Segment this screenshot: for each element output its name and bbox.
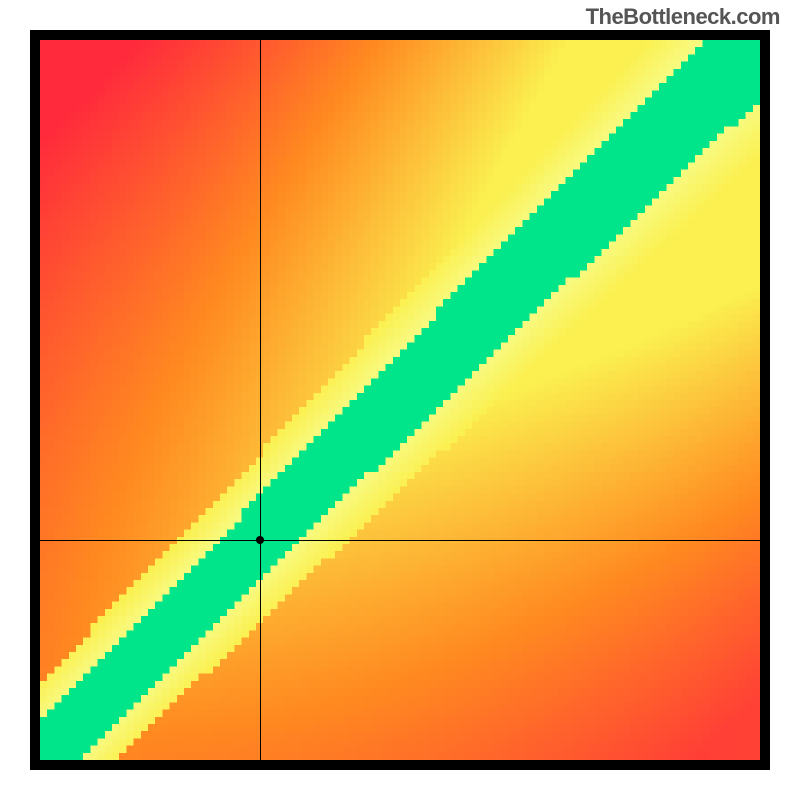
crosshair-vertical xyxy=(260,40,261,760)
attribution-text: TheBottleneck.com xyxy=(586,4,780,30)
heatmap-canvas xyxy=(40,40,760,760)
crosshair-horizontal xyxy=(40,540,760,541)
heatmap-plot xyxy=(30,30,770,770)
chart-container: { "attribution": "TheBottleneck.com", "c… xyxy=(0,0,800,800)
data-point-marker xyxy=(256,536,264,544)
